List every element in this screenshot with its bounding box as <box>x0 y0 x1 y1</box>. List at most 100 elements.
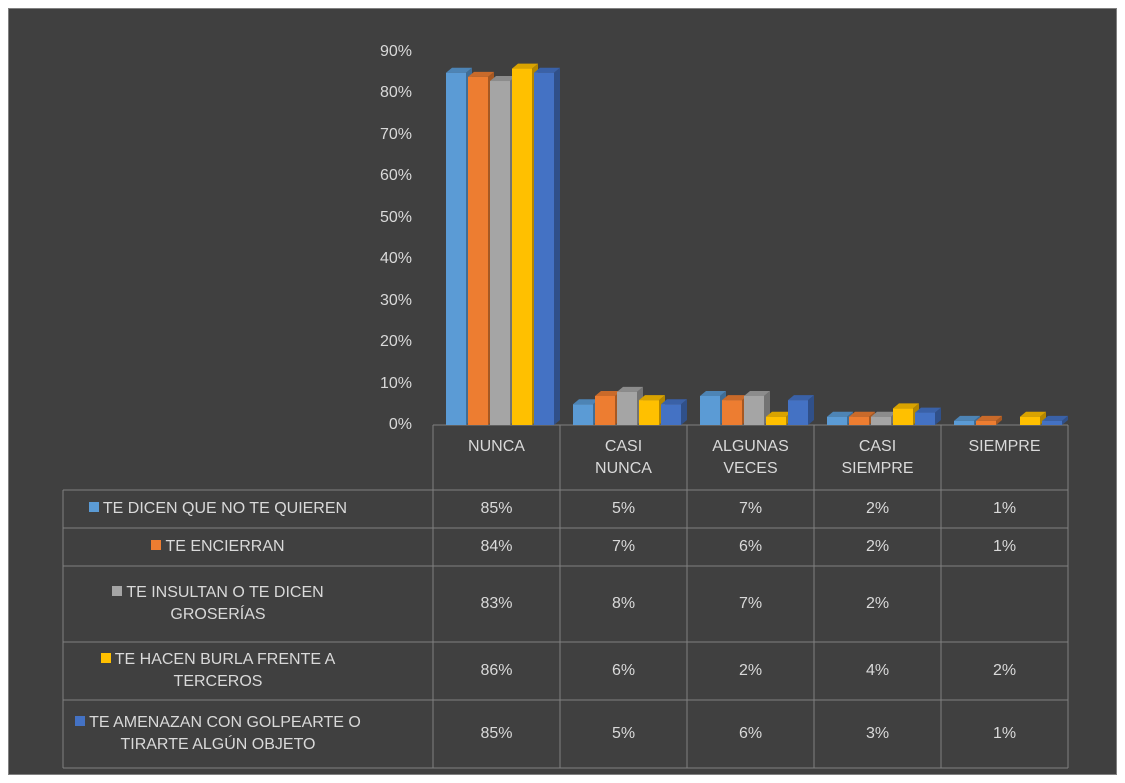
bar-top <box>700 390 726 396</box>
bar-top <box>595 390 621 396</box>
table-cell: 8% <box>611 595 636 612</box>
bar <box>661 404 681 425</box>
bar-top <box>871 411 897 417</box>
table-cell: 84% <box>480 538 513 555</box>
bar <box>954 420 974 425</box>
bar-top <box>744 390 770 396</box>
legend-text: TE DICEN QUE NO TE QUIEREN <box>102 500 348 517</box>
series-name: TE HACEN BURLA FRENTE A TERCEROS <box>68 642 368 700</box>
legend-key <box>88 502 99 512</box>
legend-entry: TE DICEN QUE NO TE QUIEREN <box>88 498 348 520</box>
table-cell: 1% <box>992 538 1017 555</box>
bar <box>976 420 996 425</box>
table-cell <box>941 566 1068 642</box>
bar-top <box>1020 411 1046 417</box>
legend-key <box>75 716 86 726</box>
table-cell: 83% <box>480 595 513 612</box>
bar-top <box>954 415 980 421</box>
table-cell: 5% <box>611 725 636 742</box>
y-tick-label: 50% <box>379 208 412 226</box>
bar <box>827 416 847 425</box>
y-tick-label: 60% <box>379 167 412 185</box>
bar-side <box>996 415 1002 425</box>
table-cell: 6% <box>738 538 763 555</box>
bar <box>512 68 532 426</box>
bar-top <box>893 403 919 409</box>
table-cell: 3% <box>865 725 890 742</box>
legend-key <box>112 586 123 596</box>
table-cell: 1% <box>992 500 1017 517</box>
table-cell: 2% <box>738 662 763 679</box>
bar <box>1020 416 1040 425</box>
table-cell: 7% <box>611 538 636 555</box>
legend-entry: TE AMENAZAN CON GOLPEARTE O TIRARTE ALGÚ… <box>68 712 368 756</box>
bar-top <box>976 415 1002 421</box>
bar <box>490 81 510 425</box>
bar <box>468 76 488 425</box>
legend-text: TE HACEN BURLA FRENTE A TERCEROS <box>114 651 336 690</box>
bar <box>744 395 764 425</box>
table-cell: 5% <box>611 500 636 517</box>
bar <box>446 72 466 425</box>
bar <box>639 400 659 425</box>
bar-top <box>827 411 853 417</box>
bar <box>617 391 637 425</box>
bar-top <box>639 395 665 401</box>
category-label: CASI NUNCA <box>595 438 652 477</box>
bar <box>788 400 808 425</box>
bar <box>849 416 869 425</box>
bar-top <box>617 386 643 392</box>
table-cell: 2% <box>865 500 890 517</box>
bar-top <box>788 395 814 401</box>
bar <box>871 416 891 425</box>
bar-top <box>534 67 560 73</box>
bar-top <box>766 411 792 417</box>
bar-side <box>1040 411 1046 425</box>
y-tick-label: 80% <box>379 84 412 102</box>
bar-top <box>1042 415 1068 421</box>
legend-entry: TE HACEN BURLA FRENTE A TERCEROS <box>68 649 368 693</box>
y-tick-label: 40% <box>379 250 412 268</box>
bar <box>595 395 615 425</box>
bar <box>893 408 913 425</box>
bar-top <box>490 76 516 82</box>
series-name: TE DICEN QUE NO TE QUIEREN <box>68 490 368 528</box>
legend-text: TE ENCIERRAN <box>165 538 285 555</box>
bar-side <box>935 407 941 425</box>
bar-side <box>554 67 560 425</box>
table-cell: 1% <box>992 725 1017 742</box>
chart-area <box>8 8 1117 775</box>
bar-top <box>512 63 538 69</box>
bar <box>722 400 742 425</box>
bar-top <box>446 67 472 73</box>
legend-key <box>100 653 111 663</box>
y-tick-label: 20% <box>379 333 412 351</box>
legend-entry: TE ENCIERRAN <box>151 536 285 558</box>
legend-text: TE INSULTAN O TE DICEN GROSERÍAS <box>126 584 324 623</box>
bar-side <box>1062 415 1068 425</box>
table-cell: 7% <box>738 500 763 517</box>
bar-top <box>661 399 687 405</box>
table-cell: 2% <box>865 538 890 555</box>
category-label: ALGUNAS VECES <box>712 438 789 477</box>
series-name: TE AMENAZAN CON GOLPEARTE O TIRARTE ALGÚ… <box>68 700 368 768</box>
bar <box>534 72 554 425</box>
y-tick-label: 90% <box>379 43 412 60</box>
category-label: SIEMPRE <box>968 438 1041 455</box>
category-label: NUNCA <box>468 438 525 455</box>
bar <box>700 395 720 425</box>
legend-entry: TE INSULTAN O TE DICEN GROSERÍAS <box>68 582 368 626</box>
bar-side <box>681 399 687 425</box>
y-tick-label: 10% <box>379 374 412 392</box>
bar-top <box>573 399 599 405</box>
bar-top <box>915 407 941 413</box>
table-cell: 2% <box>992 662 1017 679</box>
table-cell: 85% <box>480 500 513 517</box>
category-label: CASI SIEMPRE <box>841 438 914 477</box>
y-tick-label: 0% <box>388 416 412 433</box>
bar-top <box>849 411 875 417</box>
bar <box>573 404 593 425</box>
bar <box>915 412 935 425</box>
legend-text: TE AMENAZAN CON GOLPEARTE O TIRARTE ALGÚ… <box>89 714 361 753</box>
